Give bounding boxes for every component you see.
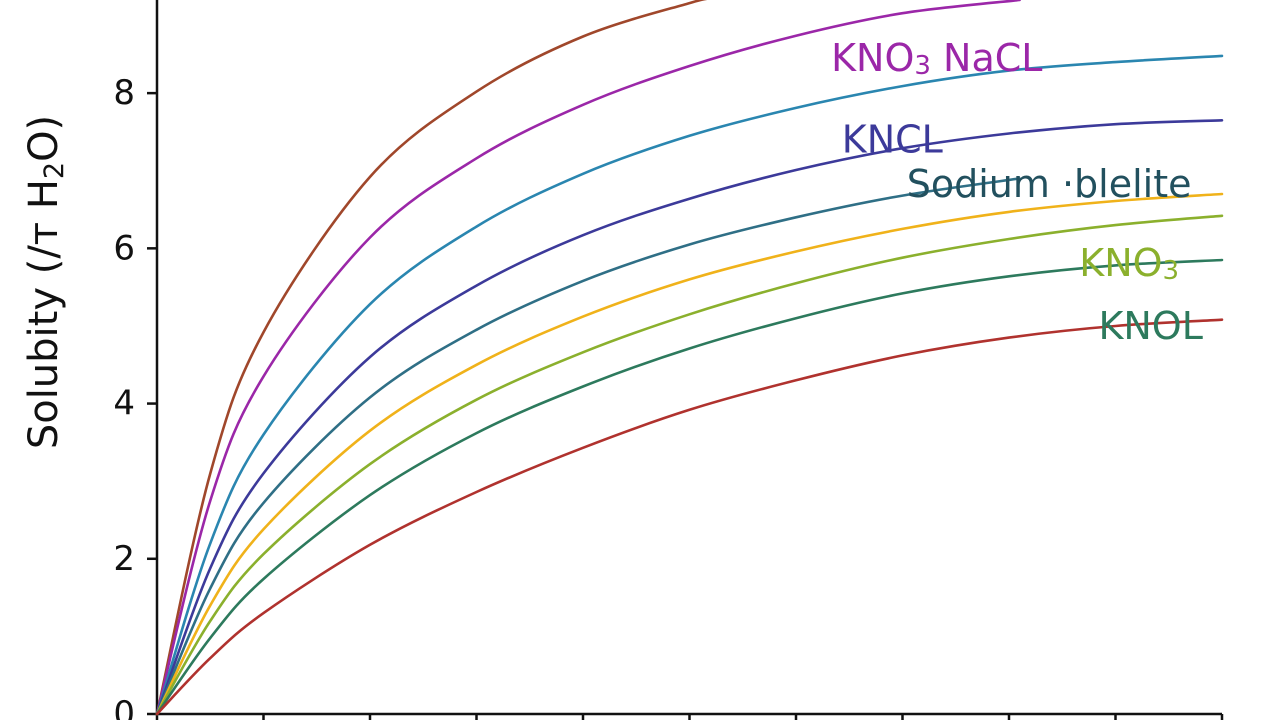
series-line-3 <box>155 54 1224 716</box>
y-axis-label: Solubity (/т H2O) <box>21 115 70 449</box>
series-annotation-5: KNOL <box>1098 304 1202 348</box>
series-annotation-2: KNCL <box>842 118 943 162</box>
series-line-5 <box>155 177 1021 716</box>
series-line-7 <box>155 214 1224 716</box>
y-tick-label: 2 <box>113 539 135 579</box>
series-line-1 <box>155 0 707 716</box>
series-annotation-3: Sodium ·blelite <box>907 162 1192 206</box>
series-line-2 <box>155 0 1021 716</box>
series-line-9 <box>155 318 1224 716</box>
series-line-8 <box>155 258 1224 716</box>
series-annotation-4: KNO3 <box>1079 241 1179 286</box>
series-line-4 <box>155 119 1224 716</box>
y-tick-label: 6 <box>113 228 135 268</box>
series-line-6 <box>155 192 1224 716</box>
series-annotation-1: KNO3 NaCL <box>831 36 1042 81</box>
y-tick-label: 4 <box>113 384 135 424</box>
axes: 0 2 4 6 8 <box>113 0 1224 720</box>
y-tick-label: 0 <box>113 694 135 720</box>
y-tick-label: 8 <box>113 73 135 113</box>
series-lines <box>155 0 1224 716</box>
